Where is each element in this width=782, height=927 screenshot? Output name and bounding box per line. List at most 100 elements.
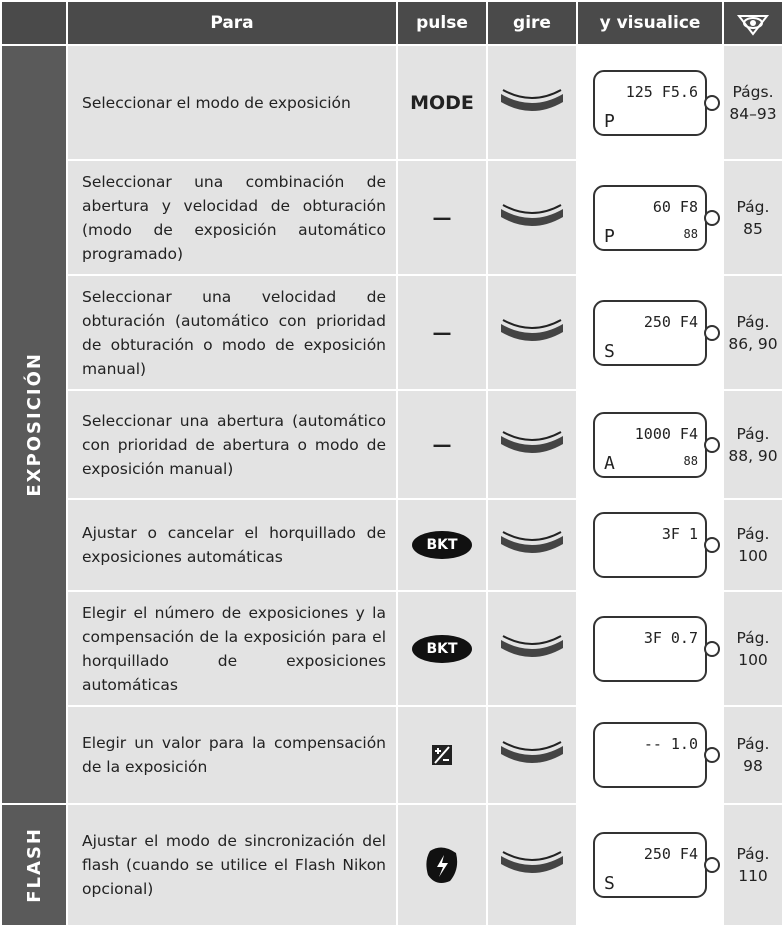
dial-icon: [501, 851, 563, 873]
section-cell: FLASH: [0, 803, 68, 927]
lcd-text: P: [604, 111, 615, 132]
lcd-text: A: [604, 453, 615, 474]
pulse-cell: [396, 705, 488, 805]
row: Elegir el número de exposiciones y la co…: [1, 590, 782, 707]
header-cell: y visualice: [576, 0, 724, 46]
dial-body: [501, 208, 563, 226]
page-ref: Pág. 100: [722, 498, 782, 592]
para-text: Seleccionar el modo de exposición: [66, 44, 398, 161]
lcd-text: 60 F8: [653, 198, 698, 216]
page-ref: Pág. 86, 90: [722, 274, 782, 391]
row: Seleccionar una velocidad de obturación …: [1, 274, 782, 391]
lcd-knob: [704, 94, 720, 111]
lcd-text: 3F 0.7: [644, 629, 698, 647]
lcd-panel: [593, 512, 707, 578]
eye-icon: [736, 15, 770, 36]
lcd-cell: -- 1.0: [576, 705, 724, 805]
lcd-display: 125 F5.6 P: [593, 69, 720, 136]
lcd-text: 250 F4: [644, 845, 698, 863]
lcd-knob: [704, 324, 720, 341]
section-cell: EXPOSICIÓN: [0, 44, 68, 805]
dial-arrow: [502, 634, 562, 645]
header-cell: Para: [66, 0, 398, 46]
lcd-display: 250 F4 S: [593, 832, 720, 898]
header-icon: [722, 0, 782, 46]
dial-cell: [486, 274, 578, 391]
lcd-knob: [704, 436, 720, 453]
para-text: Ajustar o cancelar el horquillado de exp…: [66, 498, 398, 592]
lcd-knob: [704, 640, 720, 657]
ev-sign: [434, 746, 450, 764]
dial-icon: [501, 203, 563, 226]
dial-body: [501, 856, 563, 873]
pulse-button: BKT: [412, 634, 472, 663]
lcd-text: S: [604, 873, 615, 894]
dial-cell: [486, 705, 578, 805]
ev-icon: [432, 745, 452, 765]
dial-cell: [486, 803, 578, 927]
lcd-text: 125 F5.6: [626, 83, 698, 101]
pulse-text: —: [432, 206, 452, 229]
pulse-cell: BKT: [396, 590, 488, 707]
dial-body: [501, 639, 563, 657]
lcd-cell: 3F 1: [576, 498, 724, 592]
pulse-button: BKT: [412, 531, 472, 559]
dial-arrow: [502, 741, 562, 751]
lcd-display: -- 1.0: [593, 722, 720, 788]
pulse-cell: BKT: [396, 498, 488, 592]
page-ref: Pág. 85: [722, 159, 782, 276]
lcd-text: 88: [684, 454, 698, 468]
pulse-cell: MODE: [396, 44, 488, 161]
lcd-text: S: [604, 341, 615, 362]
lcd-cell: 250 F4 S: [576, 803, 724, 927]
dial-arrow: [502, 318, 562, 329]
dial-icon: [501, 430, 563, 453]
row: Seleccionar una abertura (automático con…: [1, 389, 782, 500]
dial-cell: [486, 498, 578, 592]
pulse-text: —: [432, 433, 452, 456]
page-ref: Pág. 100: [722, 590, 782, 707]
dial-arrow: [502, 430, 562, 441]
lcd-text: 3F 1: [662, 525, 698, 543]
lcd-cell: 3F 0.7: [576, 590, 724, 707]
page-ref: Pág. 98: [722, 705, 782, 805]
lcd-knob: [704, 209, 720, 226]
lcd-display: 3F 0.7: [593, 615, 720, 682]
dial-arrow: [502, 88, 562, 99]
row: Seleccionar una combinación de abertura …: [1, 159, 782, 276]
dial-icon: [501, 88, 563, 111]
dial-body: [501, 323, 563, 341]
lcd-display: 60 F8 P 88: [593, 184, 720, 251]
dial-arrow: [502, 531, 562, 541]
lcd-cell: 250 F4 S: [576, 274, 724, 391]
header-cell: pulse: [396, 0, 488, 46]
dial-arrow: [502, 203, 562, 214]
dial-body: [501, 435, 563, 453]
pulse-text: MODE: [410, 91, 474, 114]
para-text: Seleccionar una abertura (automático con…: [66, 389, 398, 500]
flash-bolt: [437, 855, 448, 877]
header-cell: gire: [486, 0, 578, 46]
dial-icon: [501, 318, 563, 341]
para-text: Ajustar el modo de sincronización del fl…: [66, 803, 398, 927]
dial-cell: [486, 590, 578, 707]
dial-cell: [486, 159, 578, 276]
lcd-cell: 125 F5.6 P: [576, 44, 724, 161]
para-text: Seleccionar una combinación de abertura …: [66, 159, 398, 276]
row: Ajustar o cancelar el horquillado de exp…: [1, 498, 782, 592]
pulse-cell: —: [396, 159, 488, 276]
para-text: Elegir un valor para la compensación de …: [66, 705, 398, 805]
pulse-cell: [396, 803, 488, 927]
lcd-text: 250 F4: [644, 313, 698, 331]
header-blank: [0, 0, 68, 46]
lcd-panel: [593, 615, 707, 682]
lcd-knob: [704, 747, 720, 763]
lcd-display: 1000 F4 A 88: [593, 411, 720, 478]
flash-icon: [426, 847, 458, 883]
pulse-text: —: [432, 321, 452, 344]
page-ref: Pág. 88, 90: [722, 389, 782, 500]
lcd-cell: 60 F8 P 88: [576, 159, 724, 276]
row: FLASH Ajustar el modo de sincronización d…: [0, 803, 782, 927]
